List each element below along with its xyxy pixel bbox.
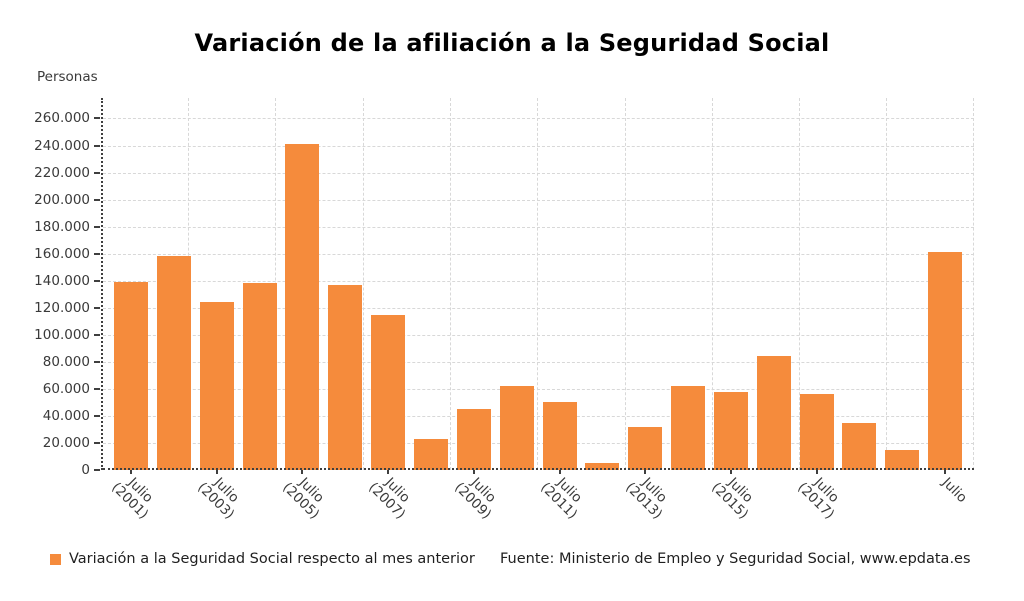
bar (585, 463, 620, 470)
x-gridline (449, 98, 451, 470)
y-tick-mark (94, 144, 100, 147)
x-tick-mark (301, 470, 304, 474)
y-tick-label: 20.000 (42, 434, 90, 451)
legend: Variación a la Seguridad Social respecto… (50, 551, 475, 567)
x-tick-label: Julio (2011) (536, 474, 585, 523)
x-tick-mark (729, 470, 732, 474)
y-tick-mark (94, 360, 100, 363)
y-tick-mark (94, 414, 100, 417)
x-tick-mark (815, 470, 818, 474)
y-gridline (103, 415, 974, 417)
source-text: Fuente: Ministerio de Empleo y Seguridad… (500, 551, 971, 567)
y-tick-mark (94, 333, 100, 336)
bar (499, 386, 534, 470)
bar (928, 252, 963, 470)
y-tick-label: 40.000 (42, 407, 90, 424)
x-tick-label: Julio (2001) (108, 474, 157, 523)
y-tick-mark (94, 117, 100, 120)
x-tick-mark (387, 470, 390, 474)
y-tick-label: 260.000 (34, 110, 90, 127)
y-tick-label: 80.000 (42, 353, 90, 370)
y-tick-label: 60.000 (42, 380, 90, 397)
y-gridline (103, 145, 974, 147)
x-tick-mark (472, 470, 475, 474)
x-gridline (973, 98, 974, 470)
x-tick-mark (130, 470, 132, 474)
x-gridline (886, 98, 888, 470)
y-tick-mark (94, 225, 100, 228)
y-tick-mark (94, 198, 100, 201)
y-gridline (103, 253, 974, 255)
y-tick-mark (94, 252, 100, 255)
bar (456, 409, 491, 470)
bar (542, 402, 577, 470)
bar (413, 438, 448, 470)
bar (285, 144, 320, 470)
y-tick-mark (94, 306, 100, 309)
x-tick-label: Julio (938, 474, 971, 507)
y-gridline (103, 307, 974, 309)
bar (114, 282, 148, 470)
y-gridline (103, 388, 974, 390)
y-axis-spine (101, 98, 103, 470)
y-tick-mark (94, 387, 100, 390)
x-tick-mark (944, 470, 947, 474)
y-tick-label: 240.000 (34, 137, 90, 154)
y-tick-mark (94, 279, 100, 282)
bar (713, 391, 748, 470)
x-gridline (711, 98, 713, 470)
y-tick-label: 140.000 (34, 272, 90, 289)
y-tick-mark (94, 469, 100, 471)
y-gridline (103, 361, 974, 363)
y-tick-label: 160.000 (34, 245, 90, 262)
y-tick-label: 120.000 (34, 299, 90, 316)
x-gridline (362, 98, 364, 470)
bar (628, 426, 663, 470)
x-gridline (799, 98, 801, 470)
bar (842, 422, 877, 470)
y-gridline (103, 280, 974, 282)
y-gridline (103, 442, 974, 444)
legend-swatch-icon (50, 553, 61, 565)
y-gridline (103, 199, 974, 201)
x-tick-label: Julio (2013) (622, 474, 671, 523)
bar (799, 394, 834, 470)
y-tick-mark (94, 171, 100, 174)
bar (671, 386, 706, 470)
y-tick-label: 200.000 (34, 191, 90, 208)
bar (756, 356, 791, 470)
chart-title: Variación de la afiliación a la Segurida… (194, 29, 830, 57)
x-gridline (537, 98, 539, 470)
y-gridline (103, 334, 974, 336)
x-gridline (624, 98, 626, 470)
x-axis-spine (103, 468, 974, 470)
x-tick-mark (215, 470, 218, 474)
x-tick-label: Julio (2015) (708, 474, 756, 523)
y-tick-label: 220.000 (34, 164, 90, 181)
x-tick-label: Julio (2017) (793, 474, 842, 523)
y-gridline (103, 226, 974, 228)
y-axis-unit-label: Personas (37, 69, 98, 85)
plot-area: 0 20.000 40.000 60.000 80.000 100.000 120.000 1… (34, 98, 974, 522)
y-tick-mark (94, 441, 100, 444)
y-gridline (103, 172, 974, 174)
bar (885, 449, 920, 470)
bar (199, 302, 234, 470)
bar (156, 256, 191, 470)
x-tick-label: Julio (2009) (451, 474, 499, 523)
y-tick-label: 0 (81, 462, 90, 478)
y-tick-label: 100.000 (34, 326, 90, 343)
y-gridline (103, 118, 974, 120)
x-tick-label: Julio (2007) (365, 474, 414, 523)
x-tick-label: Julio (2005) (279, 474, 328, 523)
bar (371, 314, 406, 470)
x-tick-mark (644, 470, 647, 474)
legend-label: Variación a la Seguridad Social respecto… (69, 551, 475, 567)
y-tick-label: 180.000 (34, 218, 90, 235)
bar (242, 283, 277, 470)
x-tick-label: Julio (2003) (193, 474, 242, 523)
bar (328, 284, 363, 470)
x-tick-mark (558, 470, 561, 474)
